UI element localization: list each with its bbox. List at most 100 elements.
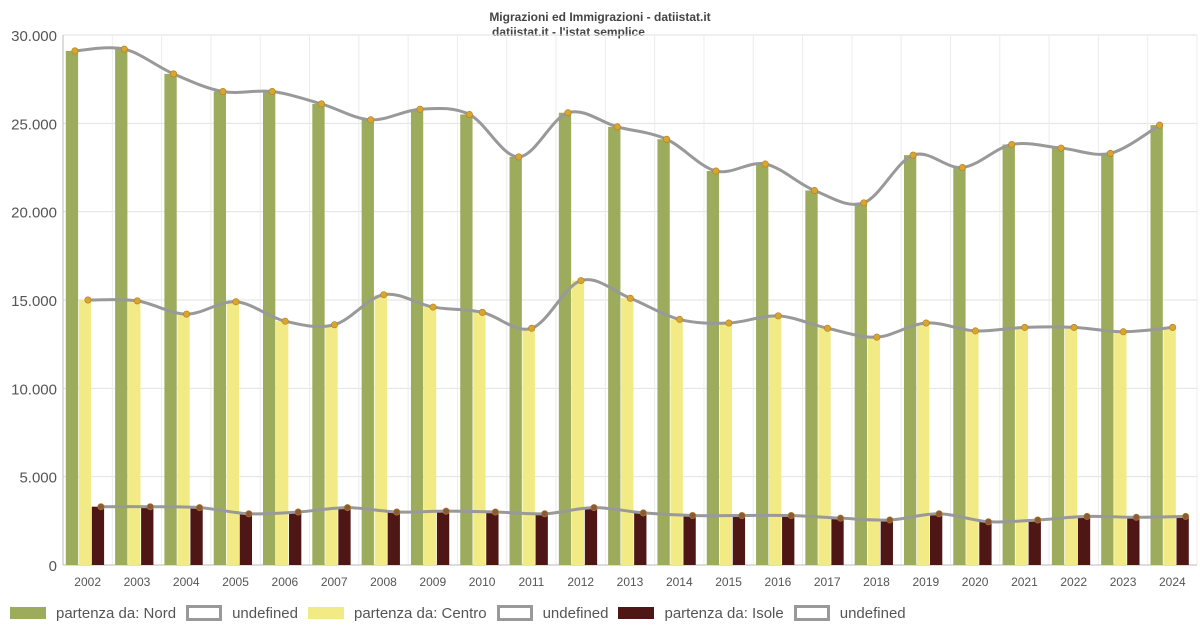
bar-centro-2023 bbox=[1114, 331, 1127, 565]
legend-swatch-trend-nord bbox=[186, 605, 223, 621]
bar-nord-2002 bbox=[65, 50, 79, 565]
trend-marker-isole-2014 bbox=[689, 512, 697, 520]
x-tick-label: 2020 bbox=[962, 575, 989, 589]
bar-nord-2005 bbox=[213, 91, 227, 566]
trend-marker-isole-2003 bbox=[146, 503, 154, 511]
x-tick-label: 2009 bbox=[419, 575, 446, 589]
y-tick-label: 10.000 bbox=[11, 381, 57, 398]
trend-marker-nord-2023 bbox=[1106, 149, 1114, 157]
trend-marker-isole-2015 bbox=[738, 512, 746, 520]
trend-marker-centro-2016 bbox=[774, 312, 782, 320]
bar-nord-2012 bbox=[558, 112, 572, 565]
trend-marker-centro-2007 bbox=[330, 321, 338, 329]
bar-centro-2017 bbox=[818, 328, 831, 565]
trend-marker-isole-2018 bbox=[886, 516, 894, 524]
trend-marker-isole-2009 bbox=[442, 507, 450, 515]
trend-marker-centro-2003 bbox=[133, 297, 141, 305]
trend-marker-centro-2011 bbox=[528, 324, 536, 332]
trend-marker-isole-2006 bbox=[294, 508, 302, 516]
x-tick-label: 2018 bbox=[863, 575, 890, 589]
bar-isole-2017 bbox=[831, 518, 844, 565]
trend-marker-centro-2022 bbox=[1070, 323, 1078, 331]
trend-marker-centro-2006 bbox=[281, 317, 289, 325]
bar-nord-2024 bbox=[1150, 125, 1163, 565]
legend-label-centro: partenza da: Centro bbox=[353, 604, 487, 622]
bar-nord-2020 bbox=[953, 167, 966, 565]
bar-nord-2014 bbox=[657, 139, 670, 565]
legend-swatch-isole bbox=[618, 607, 655, 619]
trend-marker-isole-2022 bbox=[1083, 512, 1091, 520]
bar-isole-2013 bbox=[634, 512, 647, 565]
bar-centro-2004 bbox=[177, 314, 190, 565]
bar-nord-2015 bbox=[706, 171, 720, 566]
bar-nord-2019 bbox=[903, 155, 917, 565]
legend-item-nord[interactable]: partenza da: Nord bbox=[10, 605, 176, 622]
bar-isole-2009 bbox=[436, 511, 450, 565]
bar-centro-2016 bbox=[769, 315, 782, 565]
trend-marker-nord-2020 bbox=[958, 164, 966, 172]
trend-marker-nord-2005 bbox=[219, 88, 227, 96]
bar-centro-2007 bbox=[325, 324, 338, 565]
legend-item-centro[interactable]: partenza da: Centro bbox=[307, 604, 487, 622]
trend-marker-nord-2007 bbox=[317, 100, 325, 108]
x-tick-label: 2007 bbox=[321, 575, 348, 589]
trend-marker-centro-2010 bbox=[478, 308, 486, 316]
trend-marker-nord-2019 bbox=[909, 151, 917, 159]
bar-isole-2007 bbox=[338, 507, 351, 565]
plot-area: 0 5.000 10.000 15.000 20.000 25.000 30.000 200… bbox=[11, 28, 1198, 589]
x-tick-label: 2013 bbox=[617, 575, 644, 589]
legend-label-trend-nord: undefined bbox=[232, 604, 298, 622]
bar-nord-2004 bbox=[164, 73, 177, 565]
legend-item-trend-centro[interactable]: undefined bbox=[496, 605, 608, 622]
legend-label-isole: partenza da: Isole bbox=[664, 604, 784, 622]
x-tick-label: 2016 bbox=[765, 575, 792, 589]
trend-marker-isole-2010 bbox=[491, 508, 499, 516]
bar-centro-2020 bbox=[966, 330, 979, 565]
legend-label-nord: partenza da: Nord bbox=[56, 604, 177, 622]
trend-marker-centro-2023 bbox=[1119, 328, 1127, 336]
trend-marker-nord-2017 bbox=[811, 186, 819, 194]
x-tick-label: 2003 bbox=[124, 575, 151, 589]
bar-centro-2014 bbox=[670, 319, 683, 565]
legend-item-isole[interactable]: partenza da: Isole bbox=[618, 604, 784, 622]
bar-isole-2022 bbox=[1077, 516, 1091, 565]
trend-marker-centro-2005 bbox=[232, 298, 240, 306]
bar-isole-2004 bbox=[190, 507, 203, 565]
trend-marker-centro-2020 bbox=[971, 327, 979, 335]
bar-nord-2009 bbox=[410, 109, 424, 565]
bar-isole-2008 bbox=[387, 512, 400, 565]
trend-marker-centro-2021 bbox=[1021, 323, 1029, 331]
bar-isole-2012 bbox=[584, 507, 598, 565]
bar-isole-2015 bbox=[732, 515, 746, 565]
bar-centro-2003 bbox=[128, 300, 141, 565]
x-tick-label: 2004 bbox=[173, 575, 200, 589]
bar-nord-2011 bbox=[509, 156, 522, 565]
bar-centro-2024 bbox=[1163, 327, 1176, 565]
bar-nord-2013 bbox=[608, 126, 621, 565]
bar-isole-2010 bbox=[486, 512, 499, 565]
trend-marker-nord-2003 bbox=[120, 45, 128, 53]
x-tick-labels: 2002 2003 2004 2005 2006 2007 2008 2009 2010 2011… bbox=[74, 575, 1186, 589]
trend-marker-centro-2013 bbox=[626, 294, 634, 302]
trend-marker-isole-2024 bbox=[1182, 512, 1190, 520]
bar-nord-2022 bbox=[1051, 148, 1065, 566]
legend-swatch-trend-centro bbox=[496, 605, 533, 621]
x-tick-label: 2022 bbox=[1060, 575, 1087, 589]
trend-marker-nord-2015 bbox=[712, 167, 720, 175]
bar-nord-2006 bbox=[263, 91, 276, 566]
y-tick-label: 5.000 bbox=[19, 470, 57, 487]
legend-item-trend-nord[interactable]: undefined bbox=[186, 605, 298, 622]
trend-marker-isole-2017 bbox=[837, 514, 845, 522]
y-tick-label: 15.000 bbox=[11, 293, 57, 310]
bar-centro-2006 bbox=[276, 321, 289, 565]
x-tick-label: 2015 bbox=[715, 575, 742, 589]
x-tick-label: 2017 bbox=[814, 575, 841, 589]
trend-marker-centro-2024 bbox=[1169, 323, 1177, 331]
trend-marker-isole-2020 bbox=[984, 518, 992, 526]
y-tick-label: 30.000 bbox=[11, 28, 57, 45]
trend-marker-nord-2016 bbox=[761, 160, 769, 168]
bar-centro-2011 bbox=[522, 328, 535, 565]
trend-marker-isole-2013 bbox=[639, 509, 647, 517]
legend-item-trend-isole[interactable]: undefined bbox=[793, 605, 906, 622]
